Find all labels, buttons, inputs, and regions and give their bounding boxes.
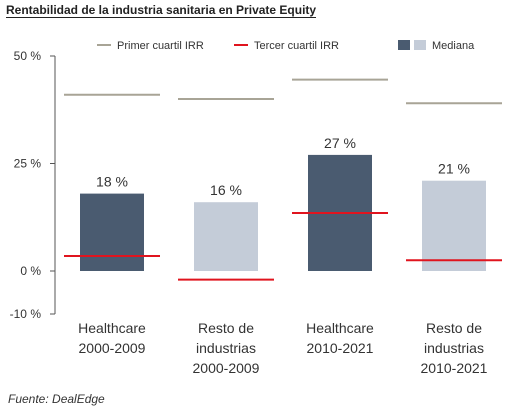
category-label: Healthcare bbox=[78, 320, 146, 336]
y-tick-label: 25 % bbox=[14, 157, 42, 171]
source-note: Fuente: DealEdge bbox=[8, 392, 105, 406]
bar-value-label: 21 % bbox=[438, 161, 470, 177]
category-label: 2000-2009 bbox=[79, 340, 146, 356]
bar-value-label: 16 % bbox=[210, 182, 242, 198]
legend-mediana-swatch-light bbox=[414, 40, 426, 50]
legend-mediana-swatch-dark bbox=[398, 40, 410, 50]
bar-value-label: 27 % bbox=[324, 135, 356, 151]
bar-value-label: 18 % bbox=[96, 174, 128, 190]
category-label: industrias bbox=[196, 340, 256, 356]
category-label: 2010-2021 bbox=[421, 360, 488, 376]
y-tick-label: -10 % bbox=[10, 307, 42, 321]
bar-mediana bbox=[80, 193, 144, 271]
legend-tercer-cuartil-label: Tercer cuartil IRR bbox=[254, 40, 339, 52]
y-tick-label: 50 % bbox=[14, 49, 42, 63]
bar-mediana bbox=[194, 202, 258, 271]
legend-mediana-label: Mediana bbox=[432, 40, 475, 52]
chart-title: Rentabilidad de la industria sanitaria e… bbox=[6, 3, 317, 18]
category-label: Resto de bbox=[198, 320, 254, 336]
bar-mediana bbox=[422, 180, 486, 271]
legend-primer-cuartil-label: Primer cuartil IRR bbox=[117, 40, 204, 52]
category-label: 2000-2009 bbox=[193, 360, 260, 376]
y-tick-label: 0 % bbox=[20, 264, 41, 278]
category-label: Healthcare bbox=[306, 320, 374, 336]
category-label: industrias bbox=[424, 340, 484, 356]
category-label: 2010-2021 bbox=[307, 340, 374, 356]
category-label: Resto de bbox=[426, 320, 482, 336]
